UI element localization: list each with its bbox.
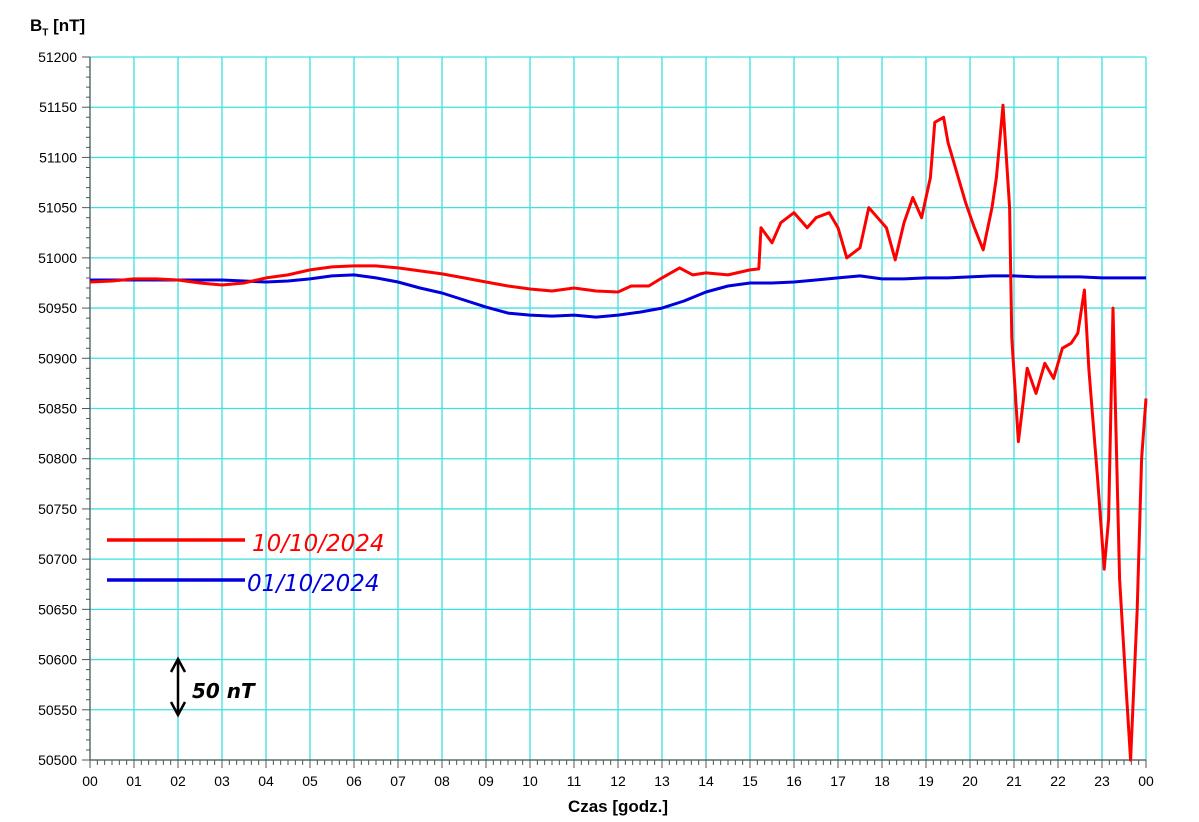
series-line	[89, 103, 1148, 762]
x-tick-label: 18	[874, 773, 890, 789]
grid	[89, 56, 1147, 761]
x-tick-label: 00	[1138, 773, 1154, 789]
x-tick-label: 05	[302, 773, 318, 789]
scale-arrow-down-icon	[169, 701, 187, 718]
scale-annotation: 50 nT	[169, 656, 256, 718]
y-tick-label: 50900	[38, 350, 77, 366]
x-tick-label: 12	[610, 773, 626, 789]
y-tick-label: 50750	[38, 501, 77, 517]
x-tick-label: 00	[82, 773, 98, 789]
scale-label: 50 nT	[192, 679, 256, 703]
scale-arrow-up-icon	[169, 656, 187, 673]
x-tick-label: 07	[390, 773, 406, 789]
y-tick-label: 51050	[38, 200, 77, 216]
y-tick-label: 51100	[39, 149, 77, 165]
x-tick-label: 06	[346, 773, 362, 789]
y-tick-label: 50800	[38, 451, 77, 467]
x-tick-label: 23	[1094, 773, 1110, 789]
x-tick-label: 16	[786, 773, 802, 789]
y-tick-label: 50600	[38, 652, 77, 668]
x-tick-label: 01	[126, 773, 142, 789]
x-tick-label: 10	[522, 773, 538, 789]
legend-label: 10/10/2024	[252, 531, 385, 557]
x-tick-label: 13	[654, 773, 670, 789]
x-tick-labels: 00 01 02 03 04 05 06 07 08 09 10 11 12 13 14 15 16 17 18 19…	[82, 773, 1154, 789]
legend-label: 01/10/2024	[247, 571, 380, 597]
y-tick-labels: 50500 50550 50600 50650 50700 50750 50800 50850…	[38, 49, 77, 768]
series-line	[90, 273, 1146, 319]
y-axis-title: BT [nT]	[30, 16, 86, 39]
x-tick-label: 09	[478, 773, 494, 789]
x-axis-title: Czas [godz.]	[568, 797, 668, 816]
y-tick-label: 50550	[38, 702, 77, 718]
x-tick-label: 15	[742, 773, 758, 789]
x-tick-label: 03	[214, 773, 230, 789]
y-tick-label: 51150	[39, 99, 77, 115]
y-tick-label: 50500	[38, 752, 77, 768]
y-tick-label: 50850	[38, 401, 77, 417]
x-tick-label: 08	[434, 773, 450, 789]
axis-ticks	[82, 56, 1147, 768]
y-tick-label: 50700	[38, 551, 77, 567]
x-tick-label: 14	[698, 773, 714, 789]
y-tick-label: 51000	[38, 250, 77, 266]
x-tick-label: 21	[1006, 773, 1022, 789]
y-tick-label: 50950	[38, 300, 77, 316]
x-tick-label: 17	[830, 773, 846, 789]
x-tick-label: 11	[567, 773, 582, 789]
x-tick-label: 19	[918, 773, 934, 789]
y-tick-label: 51200	[38, 49, 77, 65]
y-tick-label: 50650	[38, 601, 77, 617]
x-tick-label: 20	[962, 773, 978, 789]
x-tick-label: 04	[258, 773, 274, 789]
legend: 10/10/2024 01/10/2024	[107, 531, 385, 597]
x-tick-label: 02	[170, 773, 186, 789]
x-tick-label: 22	[1050, 773, 1066, 789]
series-lines	[89, 103, 1148, 762]
